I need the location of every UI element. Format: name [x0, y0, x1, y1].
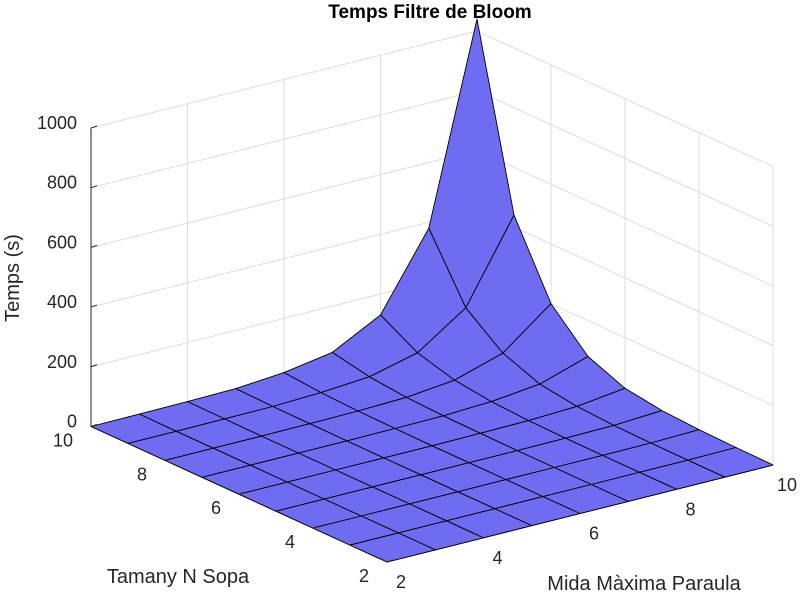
x-tick-label: 6: [589, 524, 599, 544]
x-axis-label: Mida Màxima Paraula: [547, 573, 741, 593]
y-axis-label: Tamany N Sopa: [107, 566, 250, 588]
z-tick-mark: [90, 244, 98, 248]
z-tick-label: 1000: [37, 113, 77, 133]
surface-layer: [90, 18, 774, 563]
surface-patch: [349, 532, 436, 563]
y-tick-label: 6: [211, 498, 221, 518]
z-tick-label: 400: [47, 292, 77, 312]
x-tick-mark: [766, 461, 774, 466]
x-tick-label: 4: [492, 548, 502, 568]
y-tick-label: 10: [53, 430, 73, 450]
z-tick-mark: [90, 364, 98, 368]
x-tick-mark: [477, 534, 484, 539]
z-tick-mark: [90, 424, 98, 427]
y-tick-label: 2: [359, 566, 369, 586]
grid-line-z-side: [476, 90, 774, 227]
z-tick-label: 800: [47, 173, 77, 193]
z-axis-label: Temps (s): [2, 234, 24, 322]
z-tick-label: 600: [47, 232, 77, 252]
grid-line-z-back: [90, 30, 478, 129]
z-tick-mark: [90, 304, 98, 308]
x-tick-mark: [573, 510, 581, 514]
grid-line-z-back: [90, 90, 478, 189]
x-tick-mark: [380, 558, 388, 563]
z-tick-label: 0: [67, 411, 77, 431]
x-tick-mark: [670, 485, 677, 490]
z-tick-label: 200: [47, 352, 77, 372]
y-tick-mark: [312, 525, 320, 529]
grid-line-z-side: [476, 30, 774, 167]
grid-line-z-back: [90, 209, 478, 308]
y-tick-label: 8: [137, 464, 147, 484]
y-tick-mark: [238, 491, 246, 495]
z-tick-mark: [90, 125, 98, 129]
y-tick-mark: [386, 559, 394, 563]
y-tick-label: 4: [285, 532, 295, 552]
grid-line-z-side: [476, 149, 774, 287]
x-tick-label: 10: [777, 475, 797, 495]
z-tick-mark: [90, 185, 98, 189]
x-tick-label: 2: [396, 572, 406, 592]
y-tick-mark: [164, 457, 172, 461]
grid-line-z-side: [476, 209, 774, 347]
x-tick-label: 8: [685, 499, 695, 519]
chart-title: Temps Filtre de Bloom: [328, 2, 531, 23]
grid-line-z-back: [90, 149, 478, 248]
